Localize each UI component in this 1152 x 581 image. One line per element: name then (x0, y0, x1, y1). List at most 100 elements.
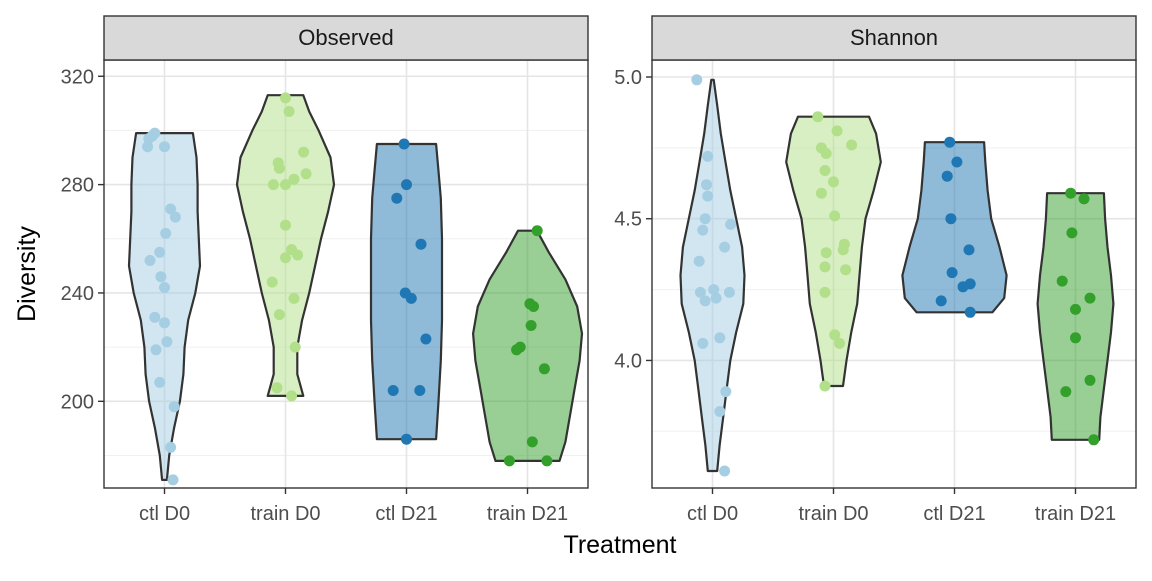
strip-background (103, 15, 589, 61)
point-ctl-d21 (387, 385, 399, 396)
point-train-d0 (820, 247, 832, 259)
violin-ctl-d0 (679, 78, 746, 473)
violin-train-d21 (472, 229, 584, 462)
point-ctl-d21 (399, 287, 411, 299)
point-ctl-d0 (708, 284, 720, 296)
point-ctl-d0 (161, 336, 173, 348)
point-ctl-d0 (693, 255, 705, 267)
point-ctl-d0 (154, 246, 166, 258)
violin-ctl-d0 (127, 132, 202, 481)
point-ctl-d0 (719, 241, 731, 253)
point-ctl-d0 (154, 376, 166, 388)
violin-train-d0 (785, 115, 882, 388)
point-ctl-d21 (945, 213, 957, 225)
point-train-d21 (1065, 187, 1077, 199)
y-tick-label: 320 (61, 66, 94, 88)
x-tick-label: ctl D0 (139, 503, 190, 525)
point-train-d0 (819, 261, 831, 273)
point-ctl-d0 (169, 211, 181, 223)
point-train-d21 (1088, 434, 1100, 446)
point-ctl-d21 (391, 192, 403, 204)
x-tick-label: train D0 (798, 503, 868, 525)
x-tick-label: ctl D21 (375, 503, 437, 525)
point-train-d0 (280, 179, 291, 191)
point-train-d21 (1066, 227, 1078, 239)
point-ctl-d21 (946, 267, 958, 279)
point-ctl-d21 (963, 244, 975, 256)
y-tick-label: 5.0 (614, 67, 642, 89)
point-train-d0 (840, 264, 852, 276)
point-ctl-d0 (142, 141, 154, 153)
point-ctl-d0 (149, 311, 161, 323)
point-train-d0 (273, 309, 285, 321)
point-train-d0 (819, 286, 831, 298)
point-train-d21 (1070, 332, 1081, 344)
panel-observed: Observed 200 240 280 320 ctl D0 train D0 ctl D2… (61, 15, 589, 525)
point-ctl-d21 (951, 156, 963, 168)
point-train-d0 (288, 173, 300, 185)
x-tick-label: train D21 (1035, 503, 1116, 525)
point-train-d0 (819, 380, 831, 392)
point-ctl-d0 (714, 406, 726, 417)
point-ctl-d0 (155, 271, 167, 283)
point-train-d21 (514, 341, 526, 353)
point-train-d0 (286, 244, 298, 256)
point-ctl-d0 (150, 344, 162, 356)
point-ctl-d0 (159, 317, 170, 329)
point-train-d0 (812, 111, 824, 123)
point-train-d21 (1056, 275, 1068, 287)
point-ctl-d0 (702, 190, 714, 202)
point-ctl-d0 (159, 141, 170, 153)
point-train-d0 (846, 139, 858, 151)
point-train-d21 (1084, 374, 1096, 386)
point-train-d21 (531, 225, 543, 237)
point-train-d21 (524, 298, 536, 310)
point-ctl-d21 (420, 333, 432, 345)
point-ctl-d0 (691, 74, 703, 86)
y-tick-label: 4.0 (614, 350, 642, 372)
violin-ctl-d21 (901, 141, 1008, 314)
point-train-d0 (288, 292, 300, 304)
point-ctl-d0 (723, 286, 735, 298)
point-ctl-d21 (401, 433, 412, 445)
point-ctl-d21 (415, 238, 427, 250)
point-train-d21 (1060, 386, 1072, 398)
point-train-d21 (525, 320, 537, 331)
point-train-d0 (280, 92, 291, 104)
point-train-d21 (1078, 193, 1090, 205)
point-ctl-d0 (714, 332, 726, 344)
point-ctl-d21 (401, 179, 412, 191)
point-train-d0 (289, 341, 301, 353)
y-axis-title: Diversity (13, 226, 41, 322)
point-train-d21 (538, 363, 550, 375)
point-ctl-d0 (165, 203, 177, 215)
point-train-d0 (280, 219, 291, 231)
strip-label: Observed (298, 25, 393, 50)
point-train-d21 (1070, 303, 1081, 315)
point-ctl-d21 (944, 136, 956, 148)
point-ctl-d0 (699, 213, 711, 225)
y-tick-label: 200 (61, 391, 94, 413)
point-train-d0 (829, 329, 841, 341)
point-ctl-d0 (697, 337, 709, 349)
point-train-d0 (280, 252, 291, 264)
y-tick-label: 280 (61, 175, 94, 197)
point-train-d0 (828, 176, 839, 188)
point-ctl-d0 (144, 255, 156, 266)
strip-label: Shannon (850, 25, 938, 50)
strip-background (651, 15, 1137, 61)
point-train-d0 (283, 106, 295, 117)
point-ctl-d0 (702, 150, 714, 162)
y-tick-label: 4.5 (614, 209, 642, 231)
point-train-d0 (300, 168, 312, 180)
point-ctl-d0 (720, 386, 732, 398)
y-tick-label: 240 (61, 283, 94, 305)
x-tick-label: ctl D21 (923, 503, 985, 525)
point-ctl-d21 (935, 295, 947, 307)
panel-shannon: Shannon 4.0 4.5 5.0 ctl D0 train D0 ctl D21 tra… (614, 15, 1137, 525)
point-ctl-d0 (694, 286, 706, 298)
point-ctl-d0 (719, 465, 731, 477)
x-tick-label: train D21 (487, 503, 568, 525)
